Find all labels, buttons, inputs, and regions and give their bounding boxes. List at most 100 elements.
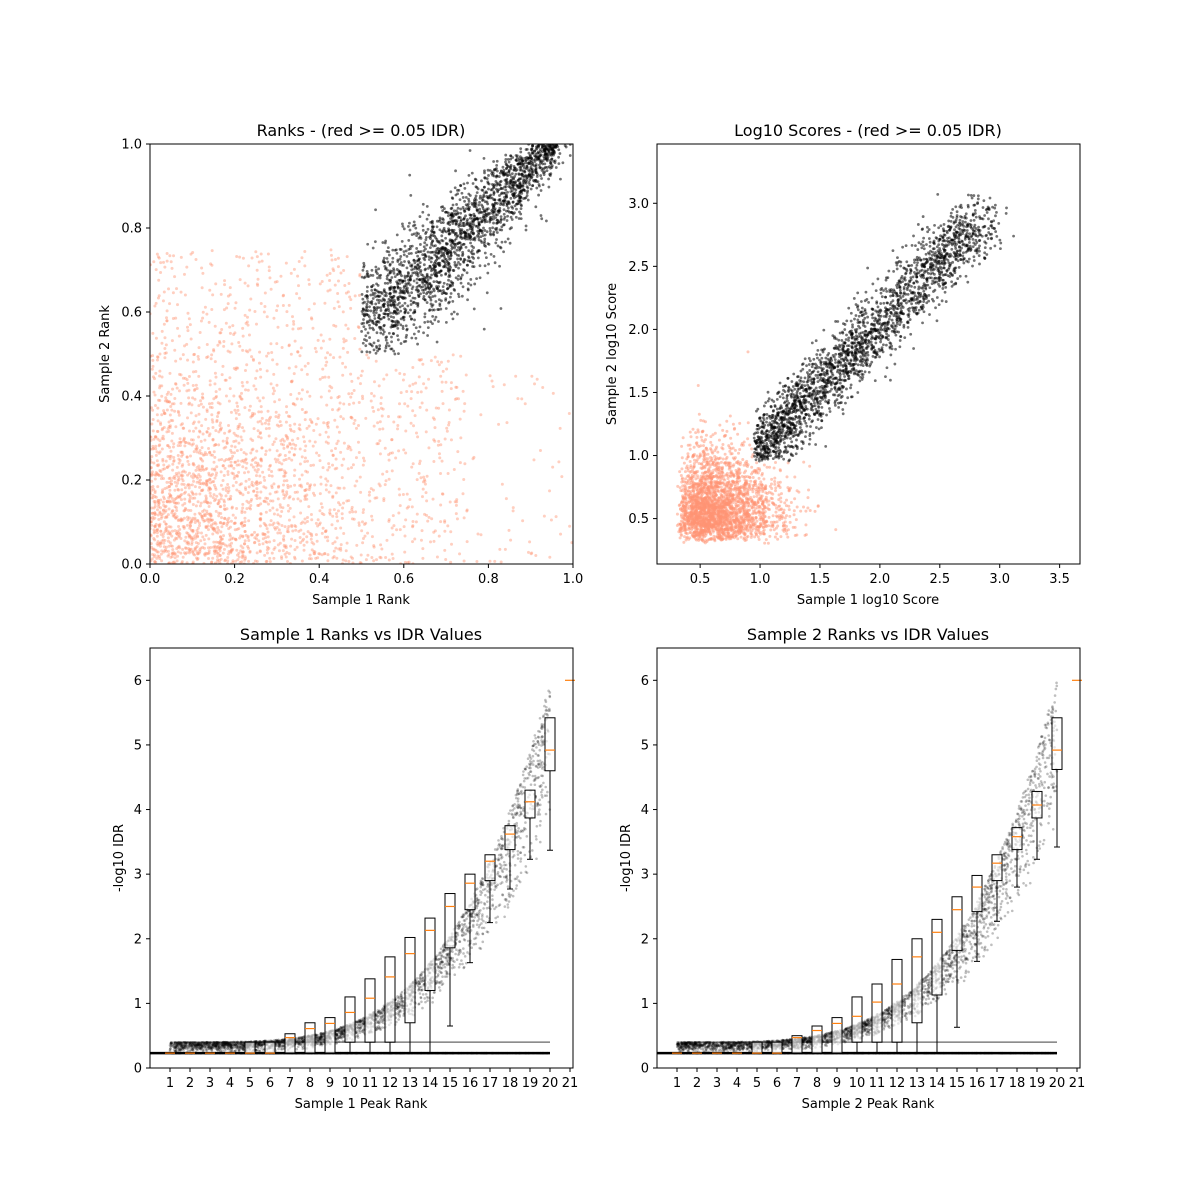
red-point — [191, 476, 195, 480]
black-point — [457, 266, 460, 270]
black-point — [523, 196, 527, 200]
black-point — [400, 239, 404, 243]
black-point — [390, 303, 393, 307]
black-point — [440, 234, 444, 238]
black-point — [544, 145, 547, 149]
black-point — [478, 223, 481, 227]
red-point — [308, 553, 312, 557]
black-point — [375, 306, 379, 309]
red-point — [219, 535, 223, 539]
red-point — [366, 553, 370, 557]
red-point — [265, 559, 269, 563]
black-point — [444, 307, 448, 310]
red-point — [281, 483, 285, 487]
red-point — [175, 515, 179, 519]
black-point — [389, 347, 393, 351]
red-point — [272, 512, 276, 516]
red-point — [215, 555, 219, 559]
red-point — [271, 358, 275, 362]
red-point — [359, 490, 363, 494]
red-point — [198, 512, 202, 516]
red-point — [221, 439, 225, 443]
red-point — [404, 451, 408, 455]
black-point — [382, 323, 386, 327]
red-point — [349, 298, 353, 302]
red-point — [235, 449, 239, 453]
red-point — [403, 550, 407, 554]
red-point — [229, 544, 233, 548]
red-point — [258, 419, 262, 423]
red-point — [234, 538, 238, 542]
red-point — [172, 514, 176, 518]
red-point — [193, 496, 197, 500]
black-point — [450, 206, 454, 210]
red-point — [177, 478, 181, 482]
red-point — [402, 525, 406, 529]
red-point — [323, 535, 327, 539]
red-point — [318, 433, 322, 437]
red-point — [429, 359, 433, 363]
black-point — [456, 192, 460, 196]
black-point — [498, 194, 501, 197]
red-point — [383, 483, 387, 487]
red-point — [176, 479, 180, 483]
black-point — [460, 294, 464, 298]
red-point — [255, 282, 259, 286]
red-point — [195, 444, 199, 448]
red-point — [285, 529, 289, 533]
red-point — [187, 534, 191, 538]
red-point — [275, 383, 279, 387]
red-point — [254, 387, 258, 391]
red-point — [243, 530, 247, 534]
black-point — [528, 178, 532, 182]
red-point — [505, 421, 509, 425]
black-point — [511, 186, 515, 190]
red-point — [282, 474, 286, 478]
red-point — [246, 536, 250, 540]
black-point — [444, 241, 448, 245]
black-point — [486, 196, 490, 200]
red-point — [548, 489, 552, 493]
red-point — [277, 460, 281, 464]
red-point — [235, 254, 239, 258]
red-point — [241, 458, 245, 462]
red-point — [217, 498, 221, 502]
red-point — [299, 499, 303, 503]
red-point — [276, 304, 280, 308]
red-point — [303, 497, 307, 501]
black-point — [495, 174, 499, 178]
red-point — [305, 497, 309, 501]
red-point — [384, 556, 388, 560]
red-point — [272, 482, 276, 486]
red-point — [197, 473, 201, 477]
red-point — [155, 358, 159, 362]
red-point — [273, 457, 277, 461]
red-point — [210, 480, 214, 484]
black-point — [378, 276, 382, 280]
red-point — [212, 493, 216, 497]
red-point — [250, 414, 254, 418]
red-point — [327, 465, 331, 469]
red-point — [785, 532, 789, 536]
red-point — [258, 524, 262, 528]
red-point — [186, 473, 190, 477]
red-point — [250, 498, 254, 502]
red-point — [156, 550, 160, 554]
red-point — [370, 392, 374, 396]
red-point — [529, 552, 533, 556]
black-point — [376, 339, 380, 343]
red-point — [200, 395, 204, 399]
black-point — [403, 244, 407, 248]
red-point — [230, 505, 234, 509]
red-point — [455, 498, 459, 502]
red-point — [273, 400, 277, 404]
red-point — [334, 324, 338, 328]
red-point — [227, 399, 231, 403]
red-point — [185, 531, 189, 535]
red-point — [250, 480, 254, 484]
black-point — [503, 185, 507, 189]
red-point — [158, 506, 162, 510]
red-point — [254, 493, 258, 497]
black-point — [495, 238, 498, 241]
black-point — [509, 181, 512, 184]
